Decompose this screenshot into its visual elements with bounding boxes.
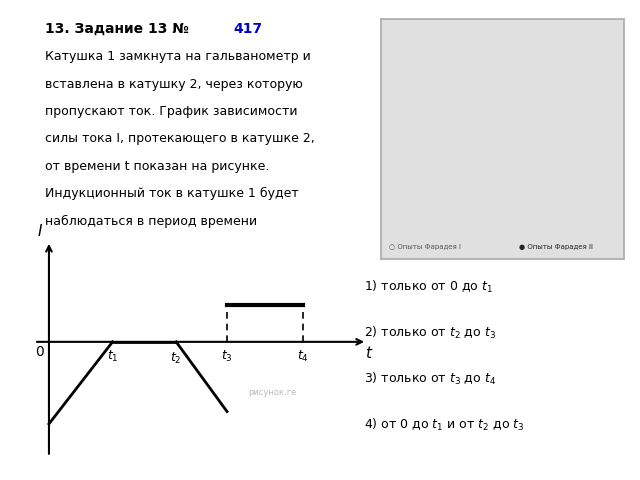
- Text: наблюдаться в период времени: наблюдаться в период времени: [45, 215, 257, 228]
- Text: рисунок.ге: рисунок.ге: [248, 388, 296, 397]
- Text: $t_4$: $t_4$: [298, 349, 309, 364]
- Text: 1) только от 0 до $t_1$: 1) только от 0 до $t_1$: [364, 278, 493, 295]
- Text: пропускают ток. График зависимости: пропускают ток. График зависимости: [45, 105, 298, 118]
- Text: 13. Задание 13 №: 13. Задание 13 №: [45, 22, 194, 36]
- Text: 3) только от $t_3$ до $t_4$: 3) только от $t_3$ до $t_4$: [364, 371, 496, 387]
- Text: $I$: $I$: [36, 223, 43, 240]
- Text: $t$: $t$: [365, 345, 373, 361]
- Text: 4) от 0 до $t_1$ и от $t_2$ до $t_3$: 4) от 0 до $t_1$ и от $t_2$ до $t_3$: [364, 417, 524, 433]
- Text: $t_1$: $t_1$: [107, 349, 118, 364]
- Text: Катушка 1 замкнута на гальванометр и: Катушка 1 замкнута на гальванометр и: [45, 50, 310, 63]
- Text: ● Опыты Фарадея II: ● Опыты Фарадея II: [519, 244, 593, 250]
- Text: силы тока I, протекающего в катушке 2,: силы тока I, протекающего в катушке 2,: [45, 132, 314, 145]
- Text: $t_2$: $t_2$: [170, 350, 182, 366]
- Text: 2) только от $t_2$ до $t_3$: 2) только от $t_2$ до $t_3$: [364, 324, 496, 341]
- Text: 417: 417: [234, 22, 263, 36]
- Text: вставлена в катушку 2, через которую: вставлена в катушку 2, через которую: [45, 78, 303, 91]
- Text: 0: 0: [35, 345, 44, 359]
- Text: от времени t показан на рисунке.: от времени t показан на рисунке.: [45, 160, 269, 173]
- Text: ○ Опыты Фарадея I: ○ Опыты Фарадея I: [388, 244, 461, 250]
- Text: $t_3$: $t_3$: [221, 349, 233, 364]
- Text: Индукционный ток в катушке 1 будет: Индукционный ток в катушке 1 будет: [45, 187, 298, 200]
